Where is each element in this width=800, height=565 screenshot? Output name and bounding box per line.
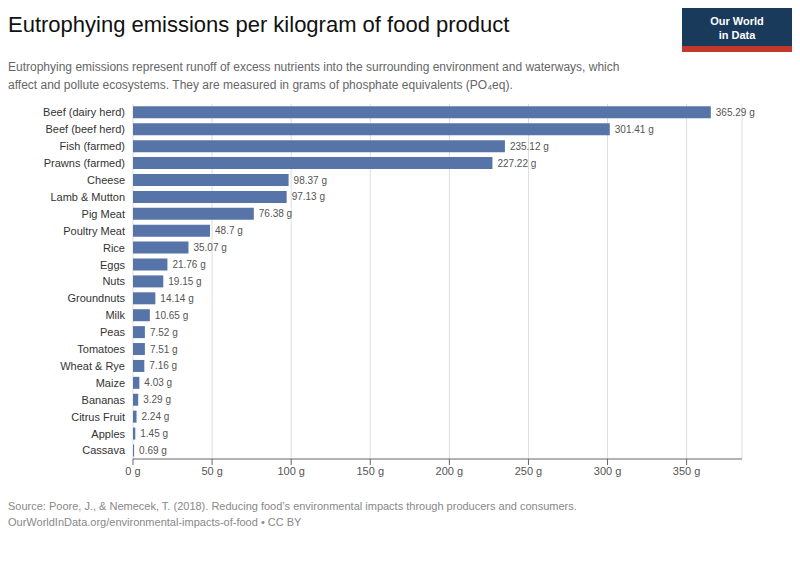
svg-text:Groundnuts: Groundnuts [68, 292, 126, 304]
svg-text:2.24 g: 2.24 g [142, 411, 170, 422]
svg-text:Fish (farmed): Fish (farmed) [60, 140, 125, 152]
svg-text:7.16 g: 7.16 g [149, 360, 177, 371]
svg-text:Bananas: Bananas [82, 394, 126, 406]
svg-text:10.65 g: 10.65 g [155, 310, 188, 321]
svg-text:3.29 g: 3.29 g [143, 394, 171, 405]
svg-text:97.13 g: 97.13 g [292, 191, 325, 202]
svg-text:235.12 g: 235.12 g [510, 141, 549, 152]
html-text:Eutrophying emissions represen: Eutrophying emissions represent runoff o… [8, 60, 620, 74]
svg-text:200 g: 200 g [436, 465, 464, 477]
svg-text:350 g: 350 g [673, 465, 701, 477]
svg-text:Lamb & Mutton: Lamb & Mutton [50, 191, 125, 203]
svg-text:50 g: 50 g [201, 465, 222, 477]
svg-text:Citrus Fruit: Citrus Fruit [71, 411, 125, 423]
html-text:OurWorldInData.org/environment: OurWorldInData.org/environmental-impacts… [8, 516, 302, 528]
svg-text:Maize: Maize [96, 377, 125, 389]
svg-text:7.52 g: 7.52 g [150, 327, 178, 338]
svg-text:Poultry Meat: Poultry Meat [63, 225, 125, 237]
svg-text:Nuts: Nuts [102, 275, 125, 287]
html-text:in Data: in Data [718, 29, 756, 41]
svg-text:21.76 g: 21.76 g [172, 259, 205, 270]
svg-text:Apples: Apples [91, 428, 125, 440]
svg-text:Beef (beef herd): Beef (beef herd) [46, 123, 126, 135]
svg-text:35.07 g: 35.07 g [193, 242, 226, 253]
svg-text:98.37 g: 98.37 g [294, 175, 327, 186]
html-text:Our World: Our World [710, 15, 764, 27]
svg-text:Peas: Peas [100, 326, 126, 338]
svg-text:7.51 g: 7.51 g [150, 344, 178, 355]
svg-text:14.14 g: 14.14 g [160, 293, 193, 304]
html-text:affect and pollute ecosystems.: affect and pollute ecosystems. They are … [8, 78, 513, 92]
svg-text:Prawns (farmed): Prawns (farmed) [44, 157, 125, 169]
svg-text:227.22 g: 227.22 g [497, 158, 536, 169]
svg-text:Cassava: Cassava [82, 444, 126, 456]
svg-text:Milk: Milk [105, 309, 125, 321]
svg-text:Eggs: Eggs [100, 259, 126, 271]
svg-text:300 g: 300 g [594, 465, 622, 477]
svg-text:1.45 g: 1.45 g [140, 428, 168, 439]
svg-text:150 g: 150 g [357, 465, 385, 477]
svg-text:19.15 g: 19.15 g [168, 276, 201, 287]
svg-text:365.29 g: 365.29 g [716, 107, 755, 118]
svg-text:Tomatoes: Tomatoes [77, 343, 125, 355]
svg-text:76.38 g: 76.38 g [259, 208, 292, 219]
svg-text:Pig Meat: Pig Meat [82, 208, 125, 220]
svg-text:4.03 g: 4.03 g [144, 377, 172, 388]
svg-text:301.41 g: 301.41 g [615, 124, 654, 135]
svg-text:Cheese: Cheese [87, 174, 125, 186]
svg-text:250 g: 250 g [515, 465, 543, 477]
html-text:Source: Poore, J., & Nemecek,: Source: Poore, J., & Nemecek, T. (2018).… [8, 500, 577, 512]
svg-text:Wheat & Rye: Wheat & Rye [60, 360, 125, 372]
svg-text:48.7 g: 48.7 g [215, 225, 243, 236]
svg-text:Beef (dairy herd): Beef (dairy herd) [43, 106, 125, 118]
svg-text:0 g: 0 g [125, 465, 140, 477]
svg-text:100 g: 100 g [277, 465, 305, 477]
svg-text:0.69 g: 0.69 g [139, 445, 167, 456]
svg-text:Rice: Rice [103, 242, 125, 254]
html-text:Eutrophying emissions per kilo: Eutrophying emissions per kilogram of fo… [8, 12, 510, 37]
